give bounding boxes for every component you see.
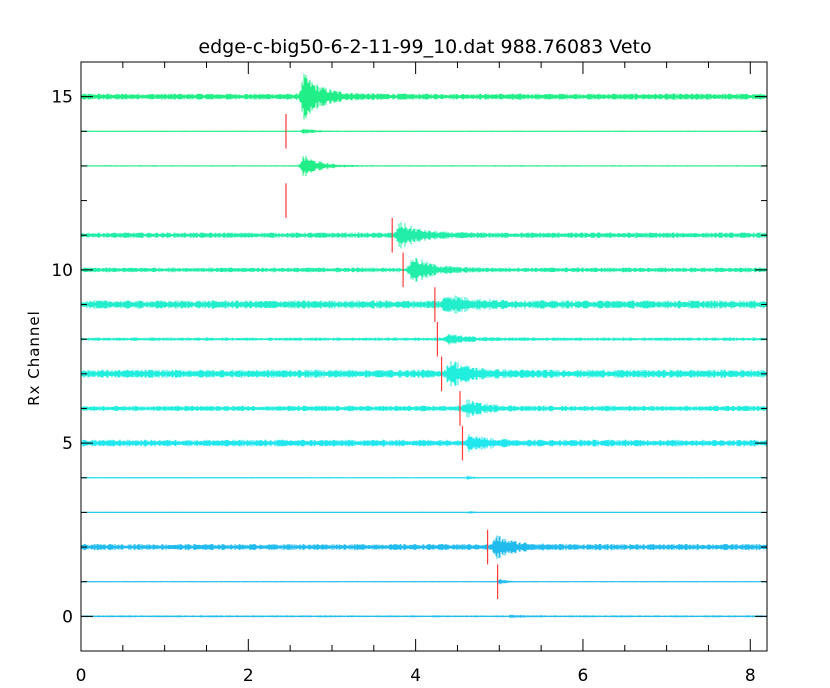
- trace-channel-14: [80, 128, 768, 134]
- trace-channel-4: [80, 475, 768, 480]
- trace-group: [80, 74, 768, 618]
- trace-waveform: [80, 361, 768, 387]
- trace-waveform: [80, 475, 768, 480]
- trace-channel-10: [80, 257, 768, 282]
- y-tick-label: 15: [51, 88, 73, 108]
- trace-channel-6: [80, 399, 768, 418]
- plot-frame: [80, 61, 768, 652]
- y-tick-label: 5: [62, 434, 73, 454]
- trace-waveform: [80, 257, 768, 282]
- trace-waveform: [80, 295, 768, 314]
- trace-channel-2: [80, 535, 768, 559]
- trace-channel-3: [80, 511, 768, 514]
- trace-channel-1: [80, 579, 768, 585]
- tick-group: 0 2 4 6 8 0 5 10 15: [51, 62, 767, 686]
- trace-channel-0: [80, 614, 768, 618]
- y-tick-label: 10: [51, 261, 73, 281]
- trace-channel-13: [80, 155, 768, 176]
- trace-waveform: [80, 155, 768, 176]
- trace-waveform: [80, 128, 768, 134]
- y-tick-label: 0: [62, 607, 73, 627]
- y-axis-label: Rx Channel: [25, 310, 43, 406]
- trace-waveform: [80, 434, 768, 452]
- x-tick-label: 8: [745, 666, 756, 686]
- trace-waveform: [80, 333, 768, 345]
- trace-waveform: [80, 399, 768, 418]
- trace-channel-9: [80, 295, 768, 314]
- trace-channel-5: [80, 434, 768, 452]
- trace-waveform: [80, 579, 768, 585]
- x-tick-label: 6: [578, 666, 589, 686]
- x-tick-label: 2: [243, 666, 254, 686]
- trace-waveform: [80, 614, 768, 618]
- trace-channel-7: [80, 361, 768, 387]
- x-tick-label: 0: [76, 666, 87, 686]
- chart-title: edge-c-big50-6-2-11-99_10.dat 988.76083 …: [198, 36, 651, 58]
- trace-channel-8: [80, 333, 768, 345]
- trace-waveform: [80, 74, 768, 120]
- trace-channel-15: [80, 74, 768, 120]
- trace-channel-11: [80, 222, 768, 249]
- pick-marker-group: [285, 113, 499, 600]
- trace-waveform: [80, 535, 768, 559]
- trace-waveform: [80, 511, 768, 514]
- x-tick-label: 4: [410, 666, 421, 686]
- trace-waveform: [80, 222, 768, 249]
